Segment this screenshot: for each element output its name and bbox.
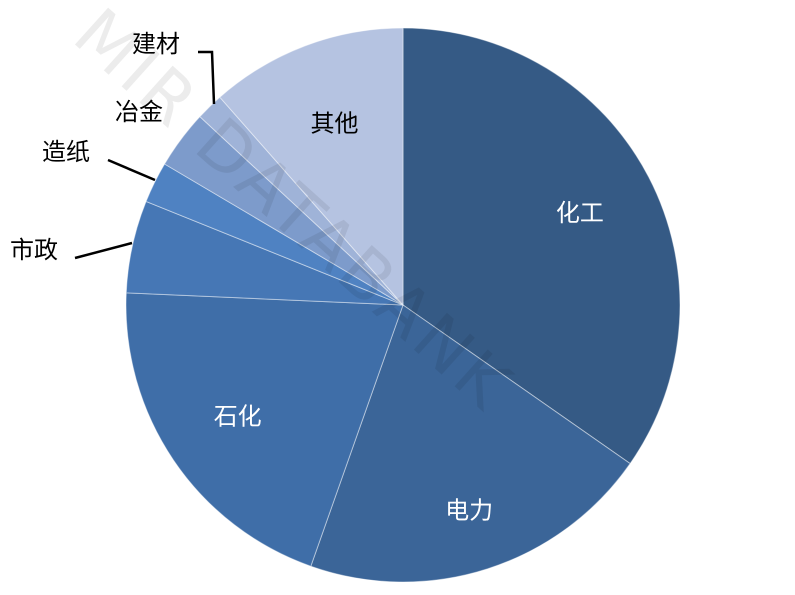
slice-label-0: 化工 (556, 199, 604, 227)
leader-line-6 (198, 50, 216, 105)
pie-slice-7 (219, 27, 404, 307)
slice-label-2: 石化 (214, 403, 262, 431)
pie-slice-1 (310, 304, 631, 583)
slice-label-1: 电力 (445, 497, 493, 525)
pie-slice-3 (125, 200, 404, 306)
slice-label-7: 其他 (310, 110, 358, 138)
slice-label-6: 建材 (132, 30, 180, 58)
pie-slice-2 (125, 292, 404, 567)
leader-line-3 (74, 241, 133, 260)
slice-label-4: 造纸 (42, 138, 90, 166)
slice-label-3: 市政 (10, 236, 58, 264)
pie-slice-5 (163, 115, 404, 306)
leader-line-4 (107, 158, 156, 182)
pie-slice-4 (145, 163, 404, 306)
pie-slice-6 (199, 96, 404, 306)
slice-label-5: 冶金 (115, 98, 163, 126)
pie-slice-0 (402, 27, 681, 465)
